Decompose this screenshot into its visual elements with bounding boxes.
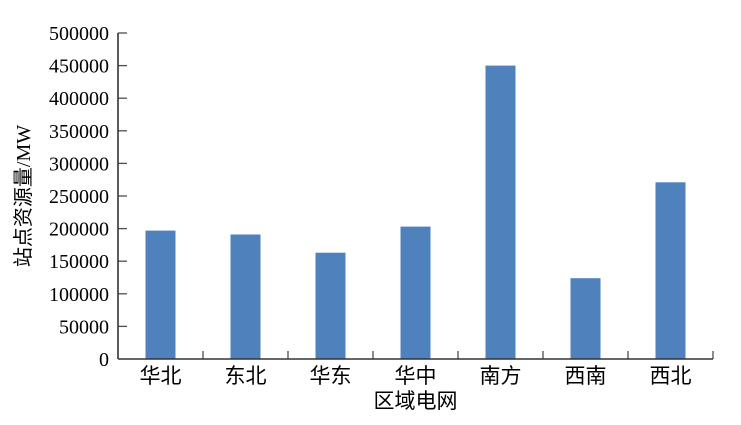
- y-tick-label: 300000: [49, 153, 109, 175]
- x-axis-title: 区域电网: [374, 389, 458, 413]
- bar-华东: [315, 252, 346, 359]
- y-tick-label: 400000: [49, 88, 109, 110]
- y-tick-label: 500000: [49, 23, 109, 45]
- x-tick-label-华东: 华东: [310, 364, 352, 388]
- y-tick-label: 150000: [49, 251, 109, 273]
- y-tick-label: 50000: [59, 316, 109, 338]
- y-tick-label: 200000: [49, 219, 109, 241]
- x-tick-label-东北: 东北: [225, 364, 267, 388]
- x-tick-label-华北: 华北: [140, 364, 182, 388]
- x-tick-label-西北: 西北: [650, 364, 692, 388]
- y-tick-label: 350000: [49, 121, 109, 143]
- x-tick-label-华中: 华中: [395, 364, 437, 388]
- y-axis-title: 站点资源量/MW: [12, 125, 35, 267]
- y-tick-label: 250000: [49, 186, 109, 208]
- x-tick-label-西南: 西南: [565, 364, 607, 388]
- y-tick-label: 0: [99, 349, 109, 371]
- x-tick-label-南方: 南方: [480, 364, 522, 388]
- bar-华中: [400, 226, 431, 359]
- bar-华北: [145, 230, 176, 359]
- bar-西南: [570, 278, 601, 359]
- y-tick-label: 450000: [49, 56, 109, 78]
- y-tick-label: 100000: [49, 284, 109, 306]
- bar-东北: [230, 234, 261, 359]
- bar-西北: [655, 182, 686, 359]
- bar-南方: [485, 65, 516, 359]
